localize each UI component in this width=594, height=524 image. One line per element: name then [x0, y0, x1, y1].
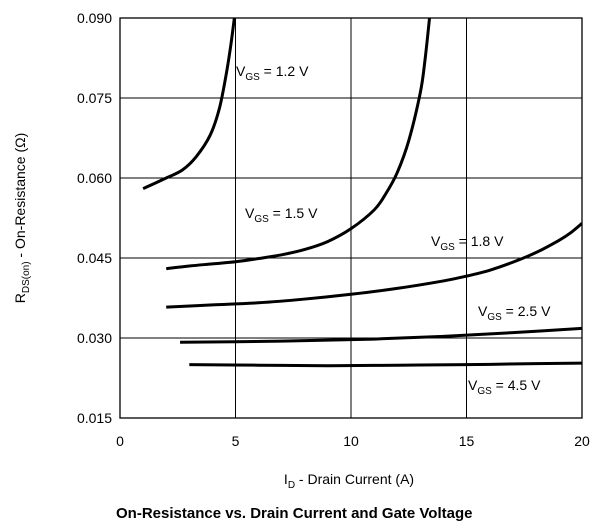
x-axis-title: ID - Drain Current (A) [284, 471, 414, 491]
curve-label: VGS = 1.8 V [431, 233, 504, 253]
curves [142, 18, 582, 368]
y-tick-label: 0.090 [77, 10, 112, 26]
series-line [180, 326, 582, 344]
x-tick-label: 15 [459, 433, 475, 449]
plot-frame [119, 17, 583, 419]
x-axis-title-sub: D [288, 480, 295, 491]
series-line [142, 18, 236, 191]
x-axis-title-rest: - Drain Current (A) [295, 471, 414, 487]
y-axis-title-sub: DS(on) [21, 261, 32, 293]
curve-labels: VGS = 1.2 V VGS = 1.5 V VGS = 1.8 V VGS = 2… [236, 63, 551, 397]
x-tick-labels: 0 5 10 15 20 [116, 433, 590, 449]
y-tick-label: 0.075 [77, 90, 112, 106]
curve-label: VGS = 2.5 V [478, 303, 551, 323]
chart-title: On-Resistance vs. Drain Current and Gate… [116, 505, 472, 522]
grid [120, 18, 582, 418]
y-tick-label: 0.045 [77, 250, 112, 266]
y-axis-title: RDS(on) - On-Resistance (Ω) [12, 133, 32, 304]
y-axis-title-main: R [12, 293, 28, 303]
curve-label: VGS = 1.2 V [236, 63, 309, 83]
x-tick-label: 10 [343, 433, 359, 449]
x-axis-title-main: I [284, 471, 288, 487]
y-tick-label: 0.060 [77, 170, 112, 186]
curve-label: VGS = 4.5 V [468, 377, 541, 397]
curve-label: VGS = 1.5 V [245, 205, 318, 225]
series-line [166, 222, 582, 309]
y-axis-title-rest: - On-Resistance (Ω) [12, 133, 28, 262]
x-tick-label: 0 [116, 433, 124, 449]
y-tick-labels: 0.015 0.030 0.045 0.060 0.075 0.090 [77, 10, 112, 426]
x-tick-label: 5 [232, 433, 240, 449]
x-tick-label: 20 [574, 433, 590, 449]
y-tick-label: 0.015 [77, 410, 112, 426]
series-line [189, 361, 582, 368]
y-tick-label: 0.030 [77, 330, 112, 346]
series-line [166, 18, 432, 271]
